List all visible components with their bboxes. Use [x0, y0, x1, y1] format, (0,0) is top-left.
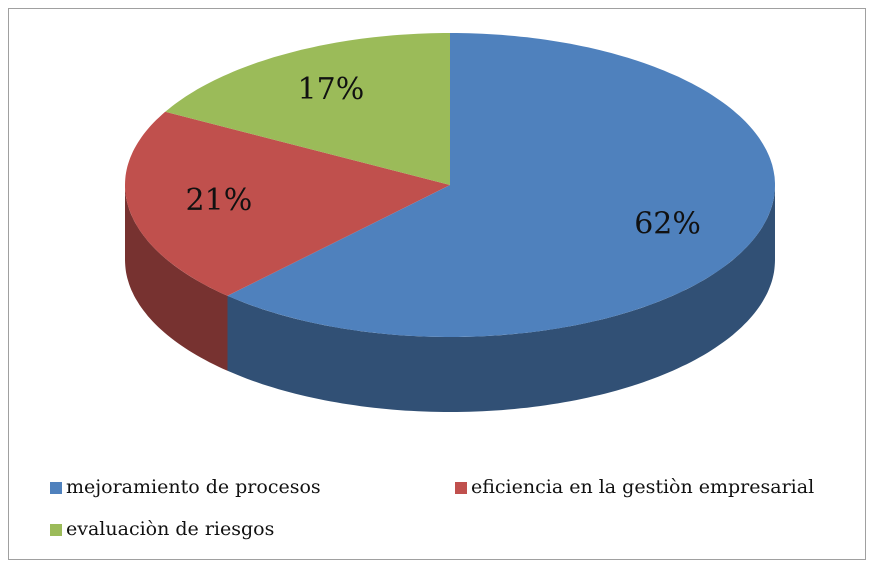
pie-side: [227, 185, 775, 412]
legend-label: mejoramiento de procesos: [66, 476, 321, 498]
pie-slice: [165, 33, 450, 185]
pie-slice: [227, 33, 775, 337]
legend-label: eficiencia en la gestiòn empresarial: [471, 476, 814, 498]
legend-swatch: [50, 524, 62, 536]
legend-swatch: [50, 482, 62, 494]
data-label: 21%: [186, 183, 253, 218]
data-label: 17%: [298, 72, 365, 107]
data-label: 62%: [634, 206, 701, 241]
legend-label: evaluaciòn de riesgos: [66, 518, 274, 540]
pie-side: [125, 185, 228, 371]
pie-slice: [125, 111, 450, 296]
legend-swatch: [455, 482, 467, 494]
